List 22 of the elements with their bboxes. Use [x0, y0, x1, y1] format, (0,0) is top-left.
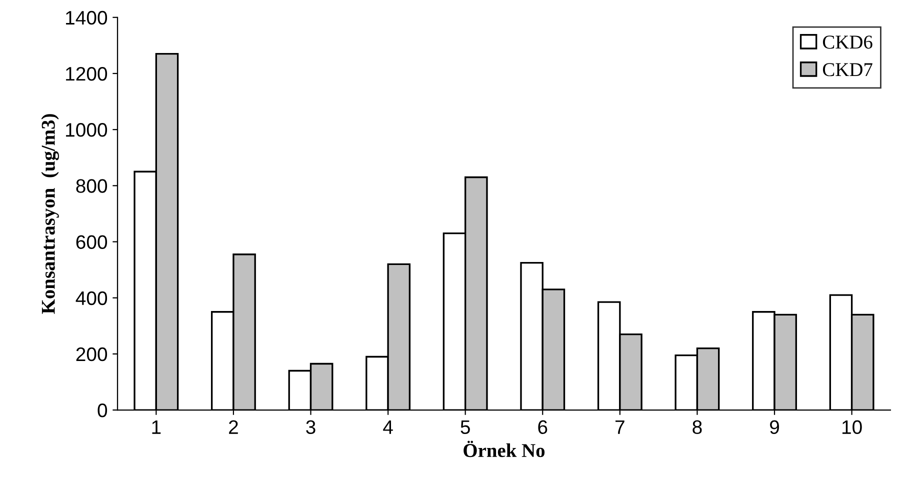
x-tick-label: 4: [383, 420, 393, 434]
x-tick-label: 2: [229, 420, 238, 434]
y-tick-label: 400: [76, 291, 108, 306]
y-axis-title: Konsantrasyon (ug/m3): [41, 114, 59, 314]
x-tick-label: 10: [842, 420, 862, 434]
legend-label: CKD7: [822, 63, 872, 76]
x-tick-label: 8: [692, 420, 702, 434]
y-tick-label: 0: [98, 403, 108, 418]
x-tick-label: 6: [538, 420, 548, 434]
x-tick-label: 3: [306, 420, 316, 434]
legend-label: CKD6: [822, 36, 872, 49]
x-tick-label: 1: [152, 420, 161, 434]
y-tick-label: 1400: [66, 10, 108, 25]
x-axis-title: Örnek No: [464, 440, 545, 458]
x-tick-label: 5: [460, 420, 470, 434]
x-tick-label: 7: [616, 420, 624, 434]
y-tick-label: 800: [76, 179, 108, 193]
y-tick-label: 600: [76, 235, 108, 249]
x-tick-label: 9: [770, 420, 779, 434]
y-tick-label: 1000: [66, 123, 108, 137]
y-tick-label: 200: [76, 347, 108, 362]
y-tick-label: 1200: [66, 66, 108, 81]
